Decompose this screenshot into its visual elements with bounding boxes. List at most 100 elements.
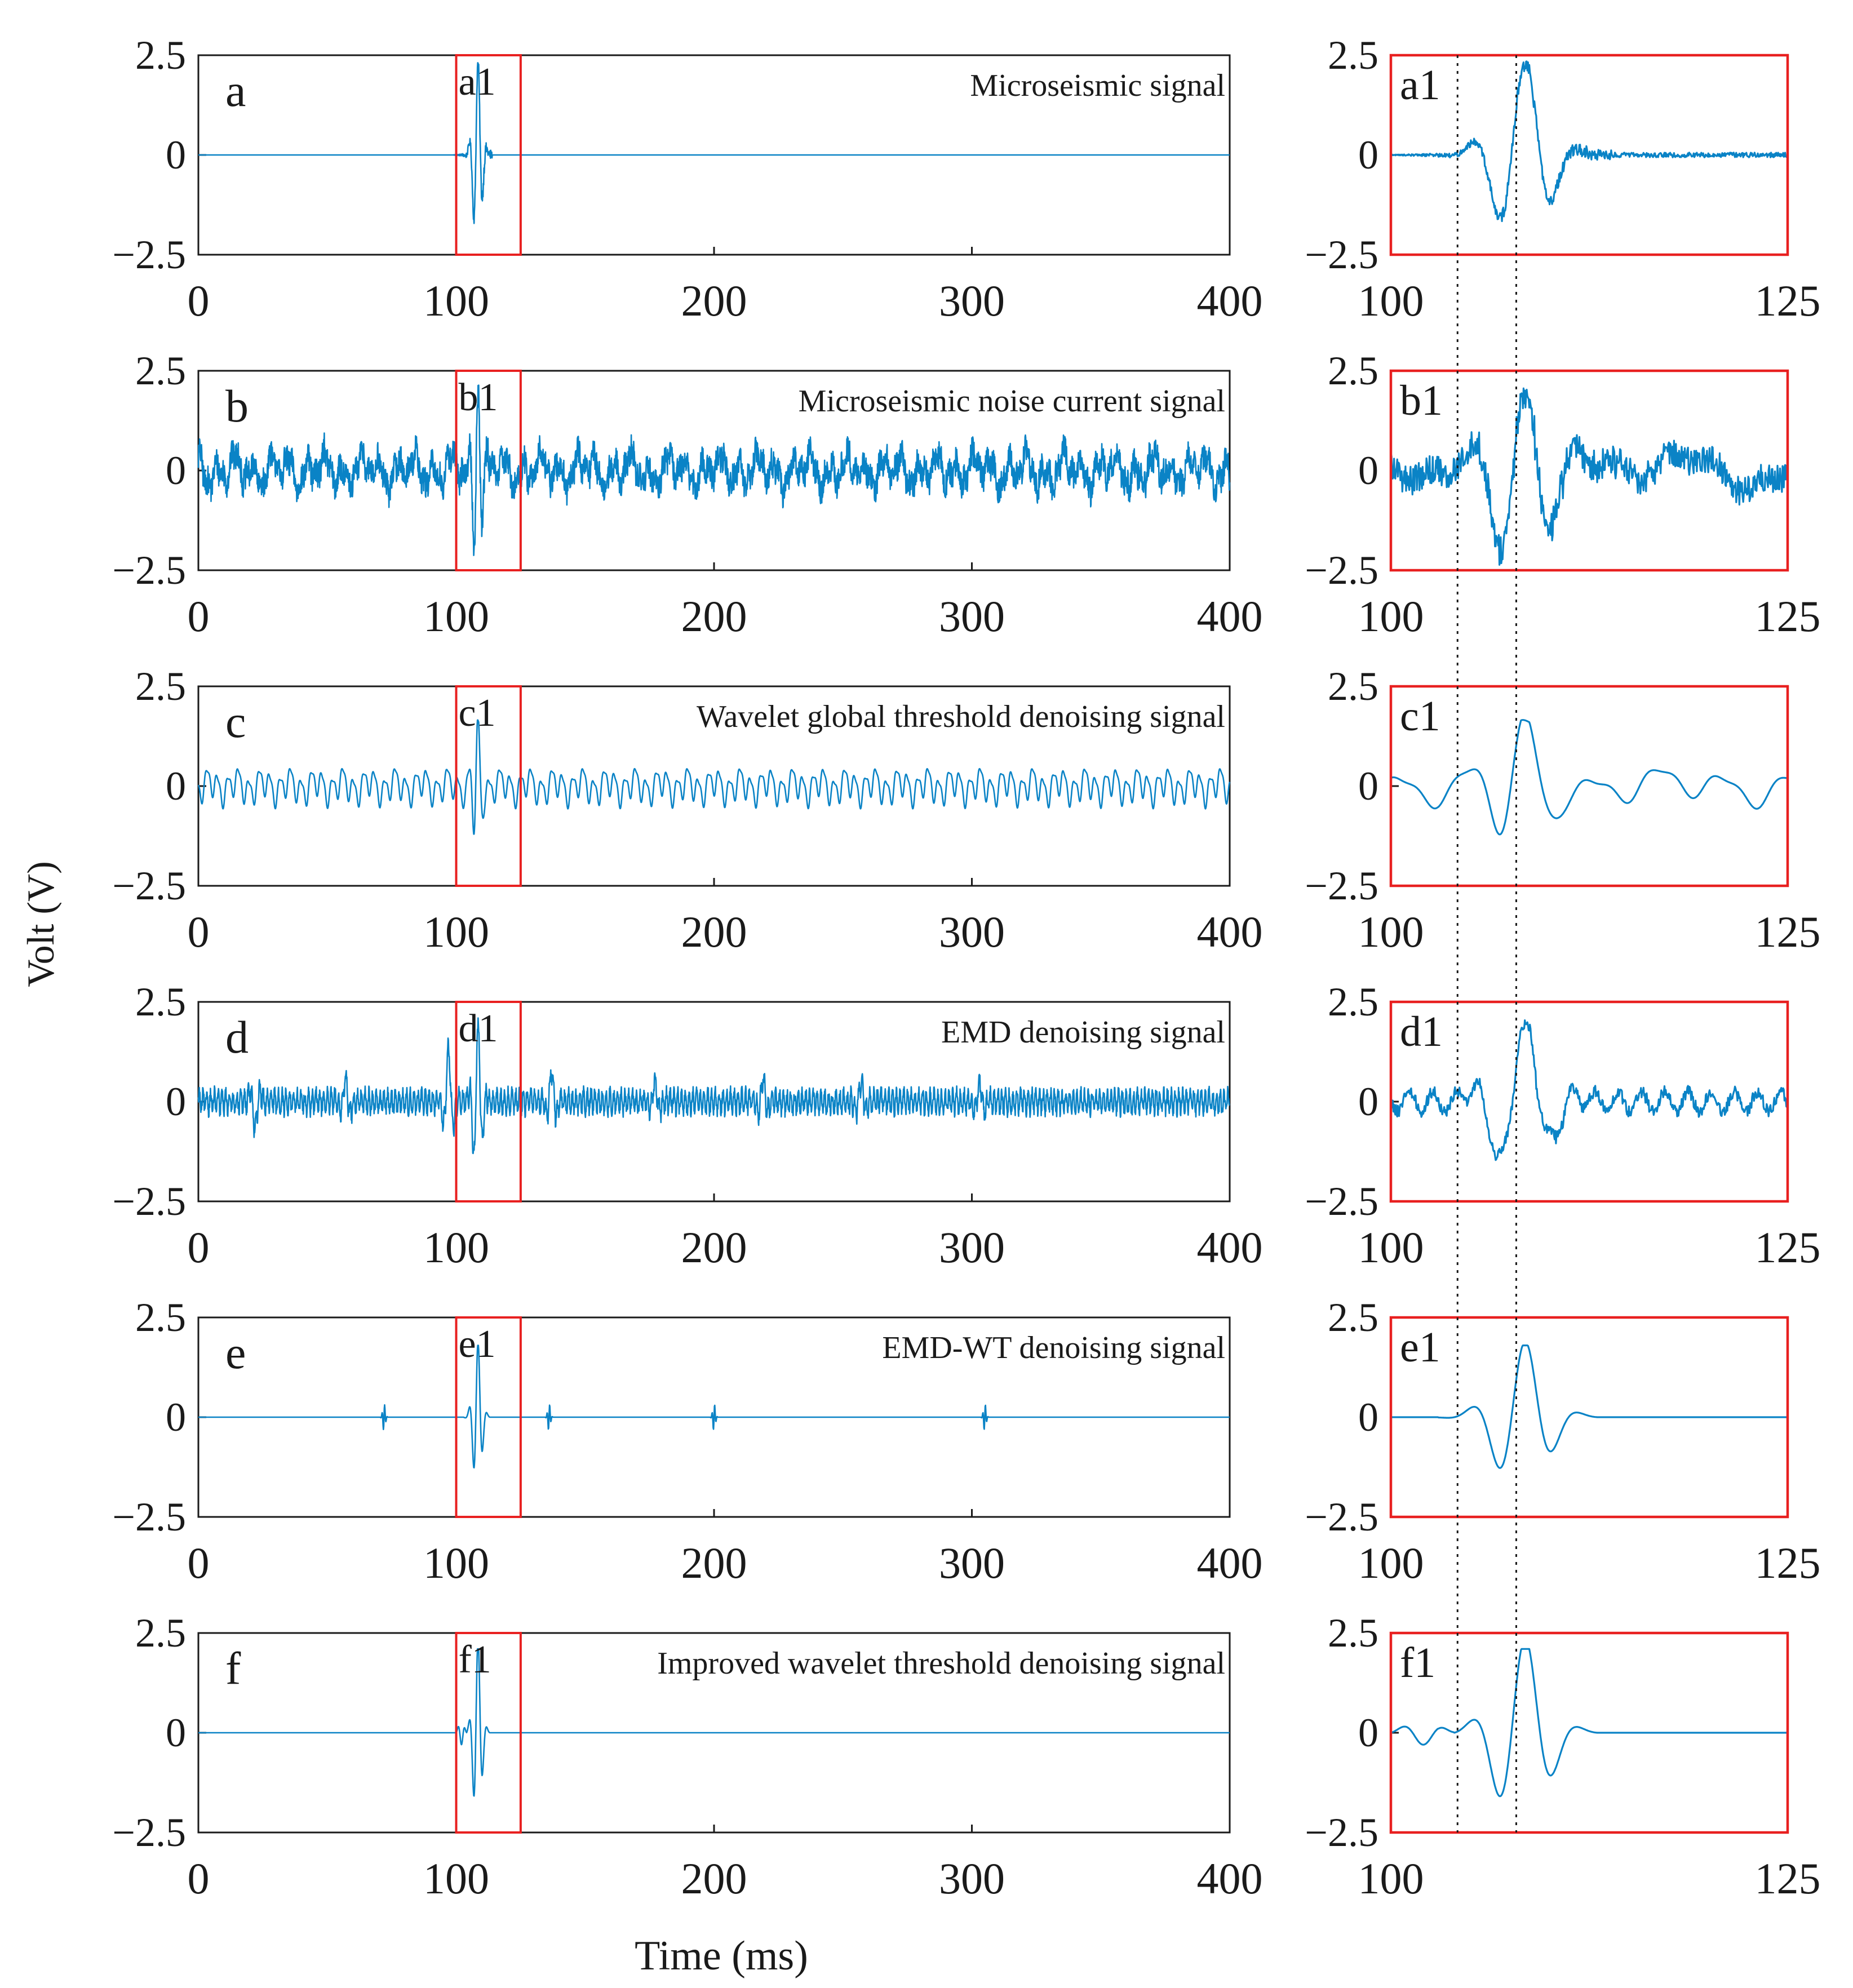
panel-c-highlight-box [455,685,522,887]
zoom-e-xtick-label: 100 [1358,1538,1424,1587]
panel-b-series-line [197,384,1231,556]
panel-f-title: Improved wavelet threshold denoising sig… [657,1646,1225,1681]
panel-a-title: Microseismic signal [970,68,1225,103]
panel-d-ytick-label: −2.5 [112,1179,186,1224]
panel-d-xtick-label: 100 [423,1223,489,1272]
zoom-f-xtick-label: 100 [1358,1854,1424,1903]
zoom-c-series-line [1390,719,1788,836]
panel-f-series-line [198,1648,1230,1797]
panel-e-ytick-label: 2.5 [135,1295,186,1340]
panel-c-xtick-label: 100 [423,907,489,956]
panel-b-xtick-label: 100 [423,592,489,641]
panel-a-ytick-label: 0 [166,132,186,178]
zoom-f-ytick-label: −2.5 [1305,1810,1378,1855]
panel-a-letter: a [225,65,246,116]
zoom-a-xtick-label: 100 [1358,276,1424,325]
zoom-c-ytick-label: −2.5 [1305,863,1378,908]
zoom-d-frame-highlight [1389,1000,1789,1203]
panel-e-xtick-label: 300 [939,1538,1005,1587]
panel-e-series-line [198,1344,1230,1469]
zoom-b-ytick-label: 2.5 [1328,348,1378,393]
panel-f-xtick-label: 300 [939,1854,1005,1903]
panel-a-xtick-label: 300 [939,276,1005,325]
panel-a-xtick-label: 400 [1197,276,1263,325]
zoom-e-xtick-label: 125 [1755,1538,1821,1587]
panel-a-series-line [198,62,1230,224]
zoom-e-ytick-label: −2.5 [1305,1494,1378,1539]
zoom-f-label: f1 [1400,1639,1435,1687]
zoom-a-ytick-label: −2.5 [1305,232,1378,277]
zoom-b-ytick-label: 0 [1358,448,1378,493]
panel-b-letter: b [225,380,249,432]
panel-b-ytick-label: 0 [166,448,186,493]
panel-d-ytick-label: 0 [166,1079,186,1124]
panel-e-xtick-label: 200 [681,1538,747,1587]
panel-b-ytick-label: −2.5 [112,548,186,593]
panel-a-xtick-label: 100 [423,276,489,325]
panel-e-letter: e [225,1327,246,1378]
zoom-e-series-line [1390,1344,1788,1469]
panel-d-xtick-label: 0 [188,1223,210,1272]
panel-c-xtick-label: 300 [939,907,1005,956]
zoom-d-ytick-label: 0 [1358,1079,1378,1124]
zoom-b-xtick-label: 100 [1358,592,1424,641]
zoom-b-series-line [1390,387,1788,566]
panel-d-xtick-label: 200 [681,1223,747,1272]
panel-b-xtick-label: 300 [939,592,1005,641]
panel-c-xtick-label: 400 [1197,907,1263,956]
panel-f-window-label: f1 [459,1638,491,1681]
zoom-c-ytick-label: 2.5 [1328,664,1378,709]
panel-e-xtick-label: 0 [188,1538,210,1587]
panel-f-ytick-label: −2.5 [112,1810,186,1855]
zoom-e-ytick-label: 2.5 [1328,1295,1378,1340]
panel-c-letter: c [225,696,246,747]
zoom-d-xtick-label: 100 [1358,1223,1424,1272]
panel-a-highlight-box [455,54,522,256]
panel-d-highlight-box [455,1001,522,1202]
zoom-a-series-line [1390,60,1788,223]
panel-f-ytick-label: 0 [166,1710,186,1755]
panel-f-xtick-label: 400 [1197,1854,1263,1903]
panel-a-xtick-label: 0 [188,276,210,325]
panel-b-xtick-label: 400 [1197,592,1263,641]
zoom-c-ytick-label: 0 [1358,764,1378,809]
panel-d-window-label: d1 [459,1007,498,1050]
zoom-d-ytick-label: 2.5 [1328,979,1378,1024]
zoom-b-frame-highlight [1389,369,1789,572]
panel-e-xtick-label: 100 [423,1538,489,1587]
panel-d-series-line [197,1017,1230,1155]
panel-f-letter: f [225,1643,241,1694]
panel-e-ytick-label: −2.5 [112,1494,186,1539]
zoom-b-xtick-label: 125 [1755,592,1821,641]
zoom-a-ytick-label: 2.5 [1328,33,1378,78]
panel-e-xtick-label: 400 [1197,1538,1263,1587]
zoom-c-xtick-label: 125 [1755,907,1821,956]
panel-b-xtick-label: 200 [681,592,747,641]
zoom-e-label: e1 [1400,1324,1440,1371]
zoom-d-label: d1 [1400,1008,1443,1055]
panel-c-ytick-label: −2.5 [112,863,186,908]
panel-a-ytick-label: 2.5 [135,33,186,78]
panel-b-window-label: b1 [459,376,498,419]
panel-c-xtick-label: 200 [681,907,747,956]
panel-a-window-label: a1 [459,60,496,104]
panel-d-xtick-label: 400 [1197,1223,1263,1272]
panel-d-letter: d [225,1011,249,1063]
panel-f-xtick-label: 100 [423,1854,489,1903]
panel-e-title: EMD-WT denoising signal [882,1330,1225,1365]
zoom-a-ytick-label: 0 [1358,132,1378,178]
panel-d-title: EMD denoising signal [941,1015,1225,1050]
panel-c-series-line [197,719,1231,835]
zoom-b-label: b1 [1400,377,1443,424]
x-axis-label: Time (ms) [635,1933,808,1979]
zoom-c-xtick-label: 100 [1358,907,1424,956]
zoom-f-series-line [1390,1648,1788,1798]
zoom-a-xtick-label: 125 [1755,276,1821,325]
panel-d-xtick-label: 300 [939,1223,1005,1272]
zoom-c-label: c1 [1400,693,1440,740]
zoom-d-series-line [1390,1019,1788,1161]
